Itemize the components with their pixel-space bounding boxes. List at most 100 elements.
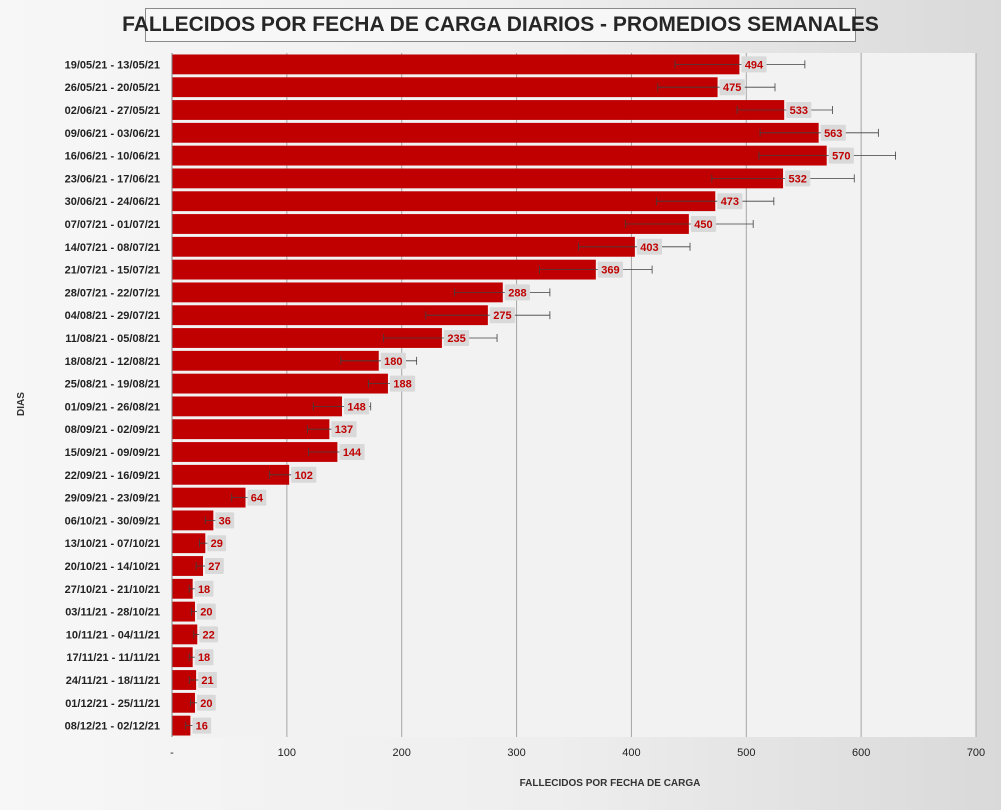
svg-text:288: 288 — [508, 287, 526, 299]
svg-text:148: 148 — [347, 401, 365, 413]
category-label: 14/07/21 - 08/07/21 — [65, 242, 160, 254]
category-label: 02/06/21 - 27/05/21 — [65, 105, 160, 117]
data-label: 533 — [786, 102, 812, 118]
x-tick-label: 400 — [622, 747, 640, 759]
svg-text:20: 20 — [200, 607, 212, 619]
bar — [172, 328, 442, 348]
svg-text:18: 18 — [198, 652, 210, 664]
bar — [172, 122, 819, 143]
data-label: 563 — [820, 124, 846, 141]
data-label: 20 — [196, 603, 216, 620]
svg-text:188: 188 — [393, 379, 411, 391]
svg-text:27: 27 — [208, 561, 220, 573]
data-label: 29 — [207, 535, 227, 552]
category-label: 03/11/21 - 28/10/21 — [65, 607, 160, 619]
category-labels-group: 19/05/21 - 13/05/21 26/05/21 - 20/05/21 02… — [65, 59, 160, 732]
category-label: 22/09/21 - 16/09/21 — [65, 470, 160, 482]
svg-text:473: 473 — [721, 196, 739, 208]
data-label: 403 — [636, 238, 663, 255]
category-label: 18/08/21 - 12/08/21 — [65, 356, 160, 368]
bar — [172, 350, 379, 371]
svg-text:275: 275 — [493, 310, 511, 322]
x-tick-label: 100 — [278, 747, 296, 759]
category-label: 10/11/21 - 04/11/21 — [66, 629, 160, 641]
category-label: 28/07/21 - 22/07/21 — [65, 287, 160, 299]
svg-text:64: 64 — [251, 493, 264, 505]
plot-area — [172, 53, 976, 737]
category-label: 11/08/21 - 05/08/21 — [65, 333, 160, 345]
bar — [172, 191, 716, 212]
bar — [172, 236, 635, 257]
category-label: 20/10/21 - 14/10/21 — [65, 561, 160, 573]
data-label: 450 — [690, 216, 717, 232]
data-label: 22 — [199, 626, 219, 643]
category-label: 17/11/21 - 11/11/21 — [66, 652, 160, 664]
bar — [172, 464, 290, 485]
svg-text:36: 36 — [219, 515, 231, 527]
category-label: 19/05/21 - 13/05/21 — [65, 59, 160, 71]
bar — [172, 214, 689, 234]
data-label: 21 — [198, 672, 217, 688]
data-label: 180 — [380, 352, 406, 369]
bar — [172, 442, 338, 462]
data-label: 18 — [194, 649, 214, 666]
svg-text:570: 570 — [832, 151, 850, 163]
category-label: 07/07/21 - 01/07/21 — [65, 219, 160, 231]
bar — [172, 533, 206, 554]
bar — [172, 168, 784, 189]
data-label: 275 — [489, 307, 516, 324]
error-bar — [759, 128, 879, 137]
data-label: 288 — [504, 284, 530, 301]
bar — [172, 54, 740, 75]
category-label: 15/09/21 - 09/09/21 — [65, 447, 160, 459]
y-axis-title: DIAS — [16, 392, 27, 416]
category-label: 21/07/21 - 15/07/21 — [65, 265, 160, 277]
svg-text:533: 533 — [790, 105, 808, 117]
svg-text:369: 369 — [601, 265, 619, 277]
svg-text:20: 20 — [200, 698, 212, 710]
error-bar — [625, 220, 754, 228]
bar — [172, 145, 827, 166]
category-label: 29/09/21 - 23/09/21 — [65, 493, 160, 505]
category-label: 01/12/21 - 25/11/21 — [65, 698, 160, 710]
svg-text:18: 18 — [198, 584, 210, 596]
svg-text:532: 532 — [788, 173, 806, 185]
svg-text:22: 22 — [203, 629, 215, 641]
category-label: 24/11/21 - 18/11/21 — [66, 675, 160, 687]
bar — [172, 487, 246, 508]
data-label: 36 — [215, 512, 235, 529]
bar — [172, 578, 193, 599]
bar — [172, 601, 195, 622]
bar — [172, 647, 193, 668]
svg-text:494: 494 — [745, 59, 764, 71]
svg-text:16: 16 — [196, 721, 208, 733]
data-labels-group: 494 475 533 563 570 532 473 450 403 369 288 275 235 1… — [192, 56, 854, 734]
data-label: 494 — [741, 56, 767, 73]
error-bar — [674, 60, 806, 69]
x-tick-label: 700 — [967, 747, 985, 759]
data-label: 144 — [339, 444, 365, 460]
bar — [172, 373, 388, 394]
svg-text:563: 563 — [824, 128, 842, 140]
bar — [172, 670, 197, 690]
bar — [172, 556, 204, 576]
data-label: 475 — [719, 79, 745, 96]
data-label: 369 — [597, 261, 624, 278]
data-label: 137 — [331, 421, 357, 438]
x-tick-label: 200 — [393, 747, 411, 759]
category-label: 09/06/21 - 03/06/21 — [65, 128, 160, 140]
bar — [172, 692, 195, 713]
error-bar — [382, 334, 498, 342]
svg-text:475: 475 — [723, 82, 741, 94]
category-label: 08/12/21 - 02/12/21 — [65, 721, 160, 733]
category-label: 16/06/21 - 10/06/21 — [65, 151, 160, 163]
x-tick-label: 600 — [852, 747, 870, 759]
error-bar — [758, 151, 896, 160]
error-bar — [425, 311, 551, 320]
x-tick-labels-group: - 100 200 300 400 500 600 700 — [170, 747, 985, 759]
category-label: 13/10/21 - 07/10/21 — [65, 538, 160, 550]
data-label: 235 — [443, 330, 470, 346]
bar — [172, 396, 342, 417]
error-bar — [539, 265, 653, 274]
category-label: 08/09/21 - 02/09/21 — [65, 424, 160, 436]
